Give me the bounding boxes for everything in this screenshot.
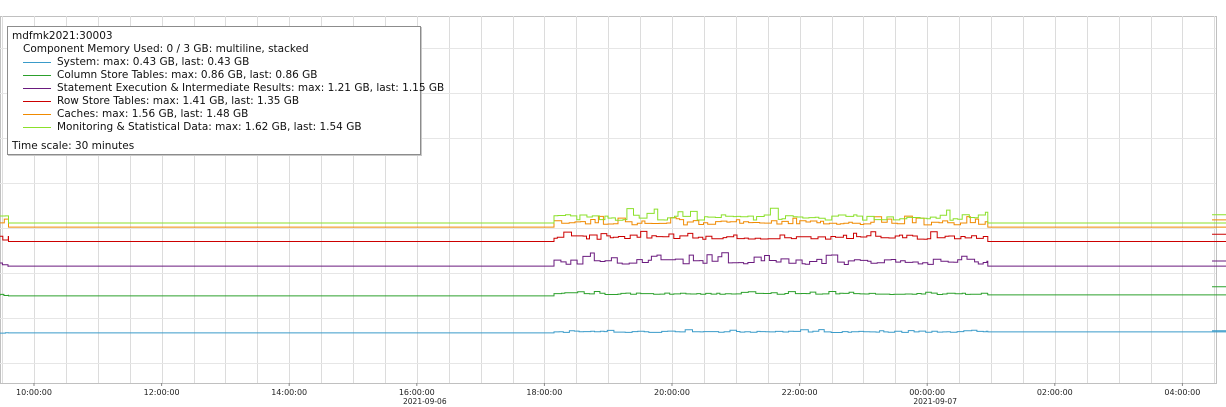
legend-entry-label: System: max: 0.43 GB, last: 0.43 GB: [57, 56, 250, 68]
series-line-3: [0, 252, 1226, 267]
x-tick-label: 12:00:00: [144, 388, 180, 397]
legend-swatch: [23, 62, 51, 63]
series-line-2: [0, 286, 1226, 297]
x-tick-label: 00:00:00: [909, 388, 945, 397]
legend-swatch: [23, 101, 51, 102]
legend-entry-label: Monitoring & Statistical Data: max: 1.62…: [57, 121, 362, 133]
series-line-1: [0, 329, 1226, 334]
x-tick-label: 04:00:00: [1164, 388, 1200, 397]
chart-subtitle: Component Memory Used: 0 / 3 GB: multili…: [23, 43, 309, 55]
chart-title: mdfmk2021:30003: [12, 30, 113, 42]
x-axis: 10:00:00 12:00:00 14:00:00 16:00:002021-09-…: [16, 383, 1200, 406]
x-date-label: 2021-09-07: [913, 397, 957, 406]
x-date-label: 2021-09-06: [403, 397, 447, 406]
legend-entry: Row Store Tables: max: 1.41 GB, last: 1.…: [23, 95, 444, 108]
legend-entry-label: Row Store Tables: max: 1.41 GB, last: 1.…: [57, 95, 300, 107]
series-lines: [0, 207, 1226, 334]
x-tick-label: 10:00:00: [16, 388, 52, 397]
x-tick-label: 20:00:00: [654, 388, 690, 397]
legend-swatch: [23, 114, 51, 115]
legend-entry: Monitoring & Statistical Data: max: 1.62…: [23, 121, 444, 134]
series-line-5: [0, 215, 1226, 228]
series-line-6: [0, 207, 1226, 224]
legend-entry: System: max: 0.43 GB, last: 0.43 GB: [23, 56, 444, 69]
legend-entries: System: max: 0.43 GB, last: 0.43 GB Colum…: [23, 56, 444, 134]
x-tick-label: 22:00:00: [782, 388, 818, 397]
legend-entry: Caches: max: 1.56 GB, last: 1.48 GB: [23, 108, 444, 121]
legend-swatch: [23, 75, 51, 76]
legend[interactable]: mdfmk2021:30003 Component Memory Used: 0…: [7, 26, 444, 155]
x-tick-label: 02:00:00: [1037, 388, 1073, 397]
legend-entry-label: Caches: max: 1.56 GB, last: 1.48 GB: [57, 108, 249, 120]
x-tick-label: 14:00:00: [271, 388, 307, 397]
legend-entry-label: Column Store Tables: max: 0.86 GB, last:…: [57, 69, 318, 81]
legend-entry-label: Statement Execution & Intermediate Resul…: [57, 82, 445, 94]
x-tick-label: 18:00:00: [526, 388, 562, 397]
time-scale-label: Time scale: 30 minutes: [12, 140, 135, 152]
x-tick-label: 16:00:00: [399, 388, 435, 397]
legend-swatch: [23, 88, 51, 89]
series-line-4: [0, 230, 1226, 242]
legend-entry: Column Store Tables: max: 0.86 GB, last:…: [23, 69, 444, 82]
legend-swatch: [23, 127, 51, 128]
legend-entry: Statement Execution & Intermediate Resul…: [23, 82, 444, 95]
